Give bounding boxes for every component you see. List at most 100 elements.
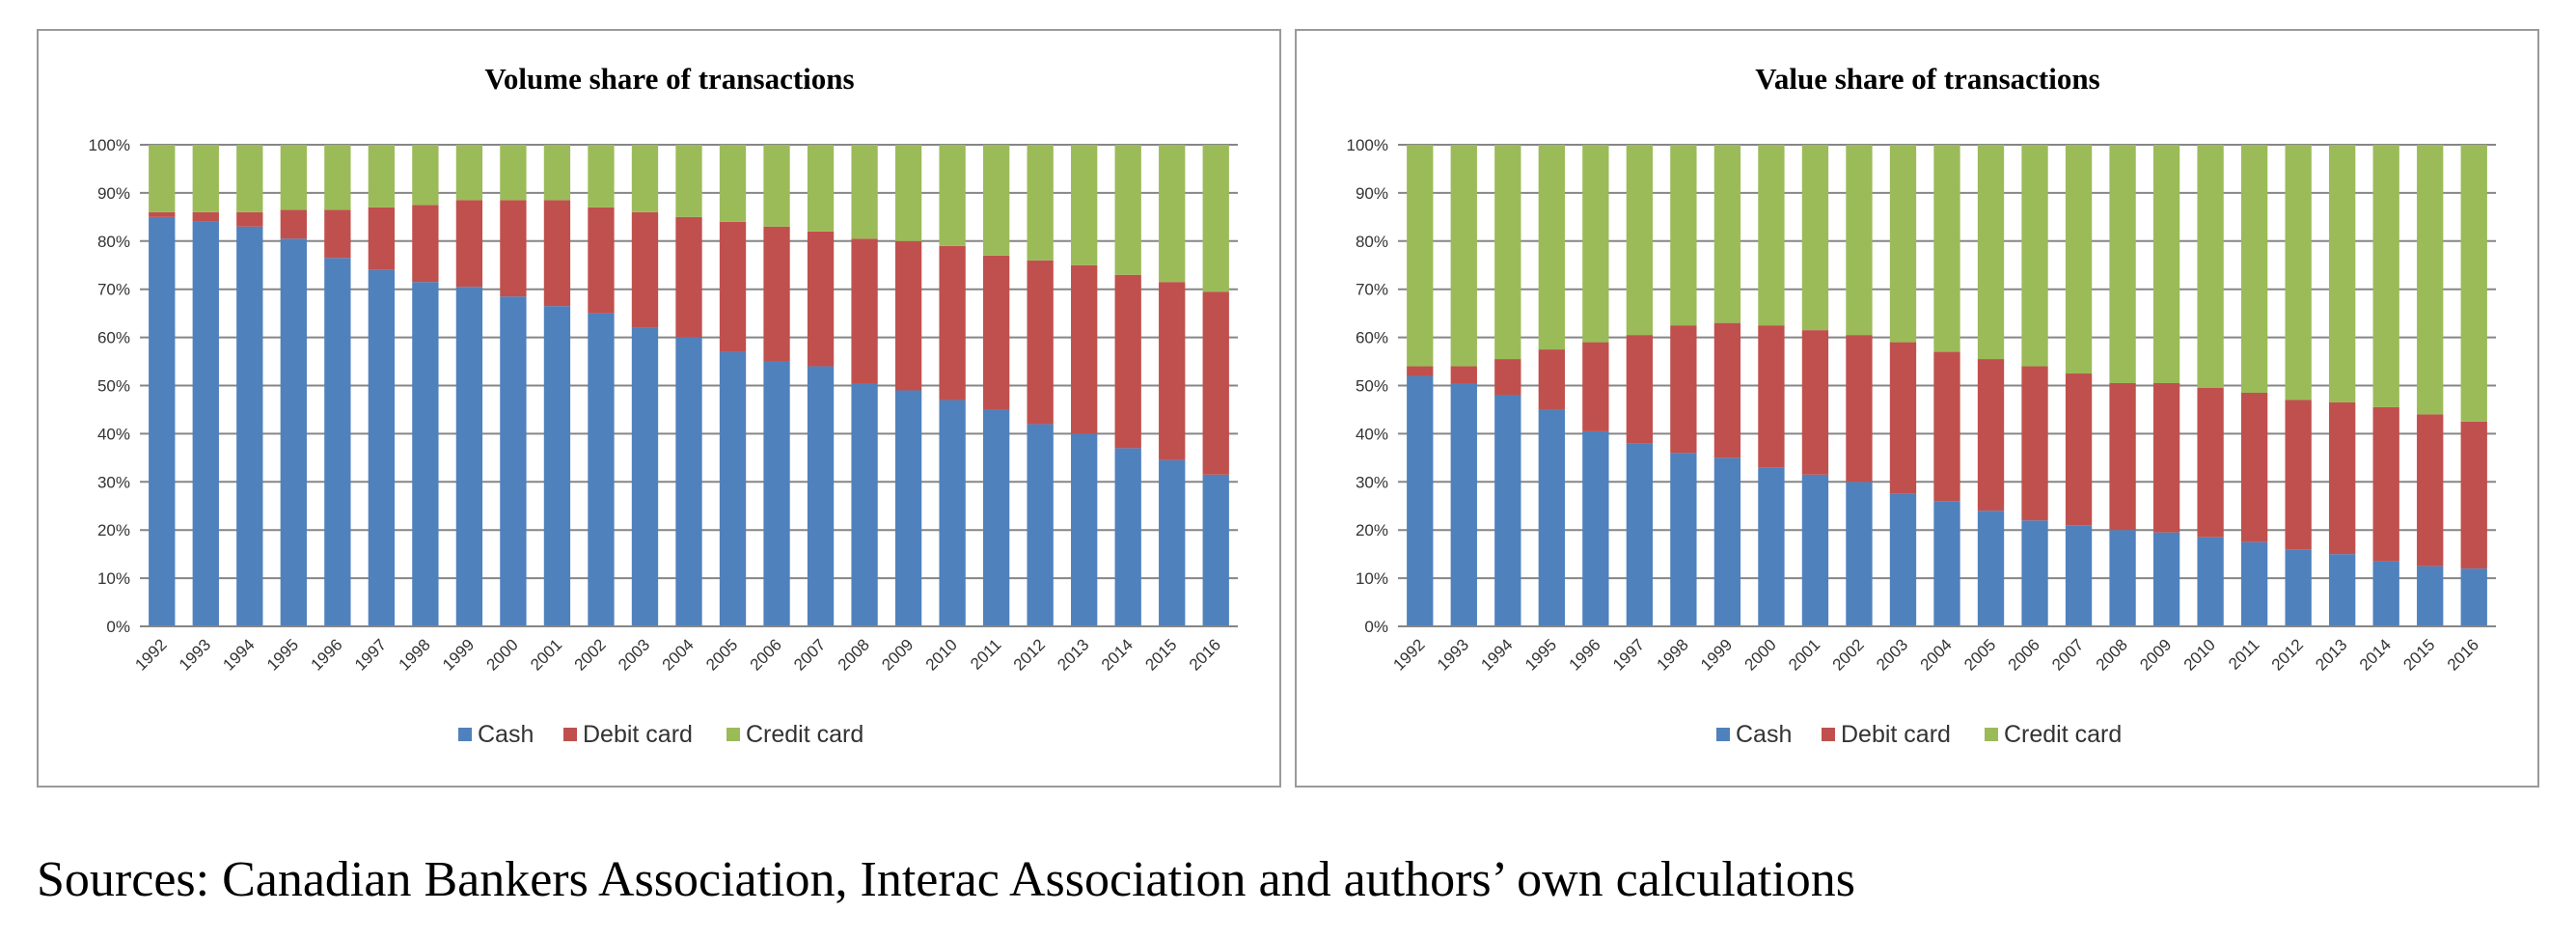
volume-bar-debit-card-2002 [588,207,615,314]
volume-x-tick-label: 2009 [878,635,917,674]
value-bar-debit-card-2001 [1801,330,1829,475]
value-x-tick-label: 2001 [1785,635,1823,674]
value-bar-cash-1997 [1626,443,1654,626]
volume-bar-cash-2008 [851,383,878,626]
value-x-tick-label: 2014 [2356,635,2395,674]
value-bar-credit-card-2014 [2372,145,2399,407]
volume-bar-debit-card-2007 [807,231,835,367]
volume-bar-cash-2005 [719,351,747,626]
value-bar-credit-card-2009 [2152,145,2180,384]
volume-legend-swatch-debit-card [563,728,577,741]
value-share-chart-svg: Value share of transactions 0% 10% 20% 30% 40… [1347,62,2496,748]
value-bar-debit-card-2004 [1933,351,1960,502]
volume-bar-cash-2007 [807,366,835,626]
value-bar-credit-card-2003 [1889,145,1917,343]
volume-bar-debit-card-1997 [368,207,396,270]
value-x-tick-label: 2012 [2268,635,2307,674]
volume-x-tick-label: 2002 [571,635,610,674]
value-bar-credit-card-1999 [1713,145,1741,323]
value-x-tick-label: 1995 [1521,635,1560,674]
volume-bar-debit-card-2000 [500,200,527,297]
value-bar-credit-card-2010 [2197,145,2224,388]
value-x-tick-label: 2005 [1960,635,1999,674]
volume-share-chart-svg: Volume share of transactions 0% 10% 20% 30% 4… [89,62,1238,748]
volume-x-tick-label: 1997 [351,635,390,674]
volume-bar-debit-card-2004 [675,216,702,338]
volume-y-tick-label: 0% [106,618,130,636]
volume-bar-cash-1992 [149,216,176,626]
volume-bar-cash-1994 [236,226,263,626]
value-bar-debit-card-1995 [1538,349,1565,410]
volume-x-tick-label: 2003 [615,635,653,674]
volume-bar-debit-card-2001 [543,200,571,307]
value-legend-label-cash: Cash [1736,721,1792,748]
volume-x-tick-label: 2006 [747,635,785,674]
volume-bar-debit-card-2006 [763,226,790,362]
volume-bar-credit-card-1992 [149,145,176,212]
value-bar-credit-card-2013 [2329,145,2356,402]
source-note: Sources: Canadian Bankers Association, I… [37,852,1855,907]
value-bars [1407,145,2487,626]
volume-bar-cash-2002 [588,313,615,626]
volume-x-tick-label: 2014 [1098,635,1137,674]
volume-bar-cash-2016 [1202,474,1229,626]
value-bar-cash-2000 [1758,467,1785,626]
value-y-tick-label: 10% [1356,569,1388,588]
value-y-tick-label: 50% [1356,377,1388,396]
value-y-tick-label: 40% [1356,425,1388,443]
volume-bar-credit-card-2010 [939,145,966,246]
value-bar-cash-2008 [2109,530,2136,626]
volume-bar-cash-2009 [894,390,922,626]
volume-x-tick-label: 1995 [263,635,302,674]
volume-bar-credit-card-2007 [807,145,835,232]
value-bar-cash-1992 [1407,375,1434,626]
value-bar-cash-2016 [2460,568,2487,626]
volume-bar-cash-2011 [982,409,1010,626]
volume-bar-cash-2010 [939,400,966,626]
volume-bar-cash-2001 [543,306,571,626]
value-bar-cash-1995 [1538,409,1565,626]
value-x-tick-label: 1993 [1434,635,1472,674]
volume-bar-credit-card-2006 [763,145,790,227]
value-bar-cash-2011 [2240,541,2268,626]
value-bar-credit-card-2006 [2021,145,2048,367]
volume-bar-cash-2013 [1071,433,1098,626]
value-y-tick-label: 80% [1356,233,1388,251]
value-x-tick-label: 2006 [2005,635,2043,674]
volume-bar-credit-card-2008 [851,145,878,239]
value-bar-credit-card-2000 [1758,145,1785,326]
volume-bar-cash-1996 [324,258,351,626]
volume-bar-cash-2006 [763,361,790,626]
value-bar-debit-card-2010 [2197,387,2224,538]
value-bar-credit-card-2016 [2460,145,2487,422]
volume-bar-credit-card-1996 [324,145,351,210]
volume-y-tick-label: 20% [97,521,130,539]
volume-y-tick-label: 50% [97,377,130,396]
value-bar-cash-2005 [1977,511,2005,626]
value-y-tick-label: 30% [1356,473,1388,491]
value-bar-cash-1994 [1494,395,1521,626]
volume-bar-debit-card-2015 [1159,282,1186,460]
volume-bar-debit-card-2009 [894,240,922,391]
volume-bar-debit-card-1998 [412,205,439,283]
value-bar-debit-card-1999 [1713,322,1741,458]
value-x-tick-label: 2003 [1873,635,1911,674]
volume-y-tick-label: 80% [97,233,130,251]
value-bar-credit-card-2015 [2417,145,2444,415]
volume-y-tick-label: 30% [97,473,130,491]
value-bar-debit-card-1992 [1407,366,1434,376]
value-bar-cash-2012 [2285,549,2312,626]
value-x-tick-label: 2002 [1829,635,1868,674]
volume-bar-cash-1997 [368,269,396,626]
value-bar-credit-card-2005 [1977,145,2005,360]
value-bar-debit-card-2013 [2329,401,2356,555]
value-legend-swatch-cash [1716,728,1730,741]
volume-x-tick-label: 1992 [131,635,170,674]
value-x-tick-label: 2004 [1917,635,1956,674]
value-legend-swatch-credit-card [1985,728,1998,741]
volume-legend-swatch-cash [458,728,472,741]
volume-bar-credit-card-2001 [543,145,571,201]
volume-bar-credit-card-1995 [280,145,307,210]
volume-y-tick-label: 70% [97,281,130,299]
volume-bar-cash-1995 [280,238,307,626]
